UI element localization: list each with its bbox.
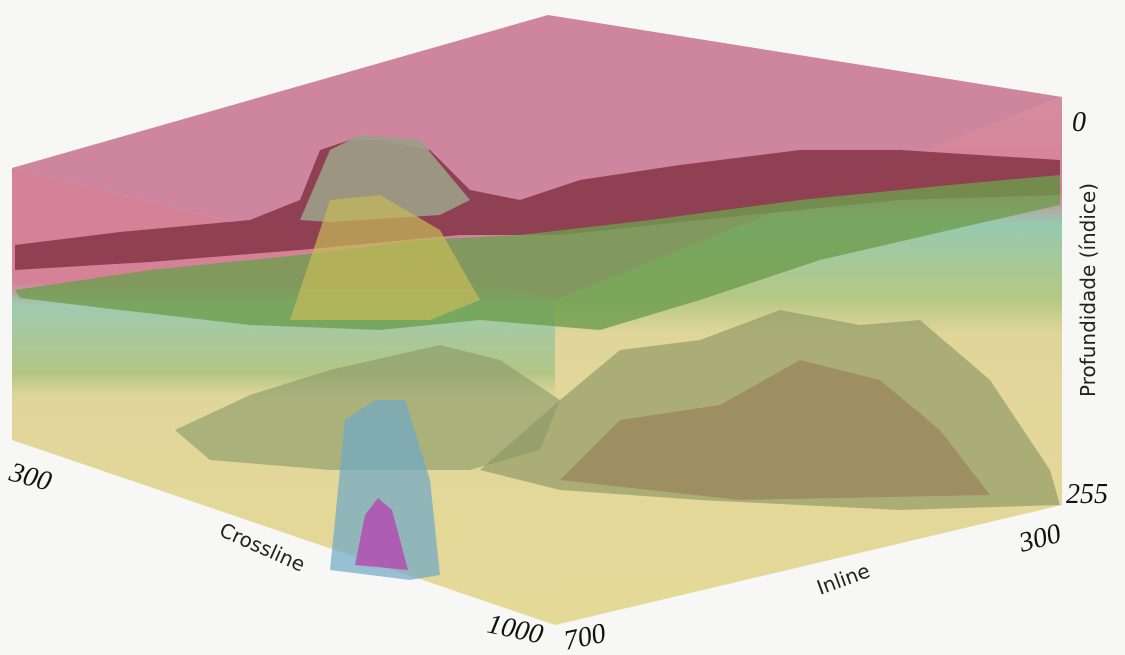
inline-label: Inline [814,558,874,599]
depth-tick-top: 0 [1072,107,1086,138]
inline-tick-start: 700 [561,618,609,655]
page: 0 255 Profundidade (índice) 300 Crosslin… [0,0,1125,655]
crossline-tick-start: 300 [5,457,55,498]
inline-tick-end: 300 [1015,518,1065,559]
volume-view: 0 255 Profundidade (índice) 300 Crosslin… [0,0,1125,655]
depth-label: Profundidade (índice) [1076,183,1100,397]
depth-tick-bottom: 255 [1066,479,1108,510]
